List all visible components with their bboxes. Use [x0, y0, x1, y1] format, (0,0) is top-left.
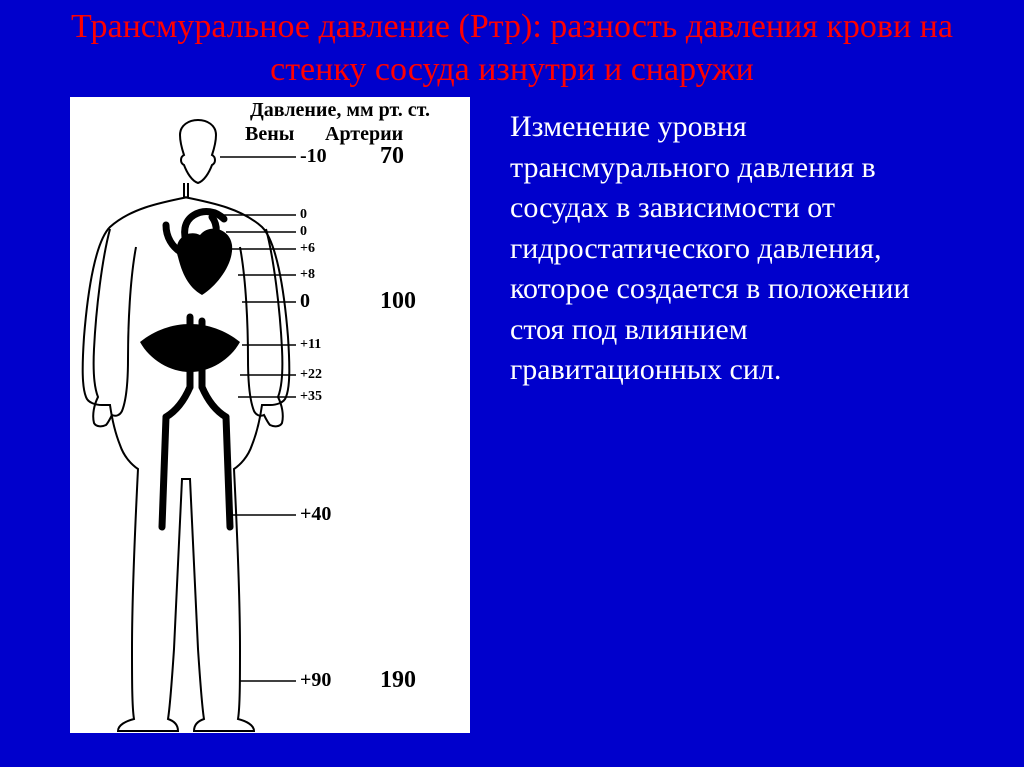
figure-header: Давление, мм рт. ст. [210, 99, 470, 122]
vein-value-thigh: +40 [300, 503, 331, 526]
vein-value-neck-2: 0 [300, 224, 307, 240]
vein-value-abdomen-1: +11 [300, 337, 321, 353]
vein-value-chest: +8 [300, 267, 315, 283]
vein-value-foot: +90 [300, 669, 331, 692]
vein-value-pelvis: +35 [300, 389, 322, 405]
pressure-figure: Давление, мм рт. ст. Вены Артерии -10700… [70, 97, 470, 733]
vein-value-heart: 0 [300, 290, 310, 313]
human-body-svg [70, 97, 470, 733]
vein-value-neck-1: 0 [300, 207, 307, 223]
vein-value-head: -10 [300, 145, 327, 168]
column-veins-label: Вены [245, 123, 294, 146]
body-paragraph: Изменение уровня трансмурального давлени… [470, 97, 950, 391]
artery-value-heart: 100 [380, 288, 416, 315]
vein-value-abdomen-2: +22 [300, 367, 322, 383]
artery-value-foot: 190 [380, 667, 416, 694]
vein-value-upper-chest: +6 [300, 241, 315, 257]
slide-title: Трансмуральное давление (Ртр): разность … [0, 0, 1024, 91]
slide: Трансмуральное давление (Ртр): разность … [0, 0, 1024, 767]
slide-content: Давление, мм рт. ст. Вены Артерии -10700… [0, 91, 1024, 733]
artery-value-head: 70 [380, 143, 404, 170]
